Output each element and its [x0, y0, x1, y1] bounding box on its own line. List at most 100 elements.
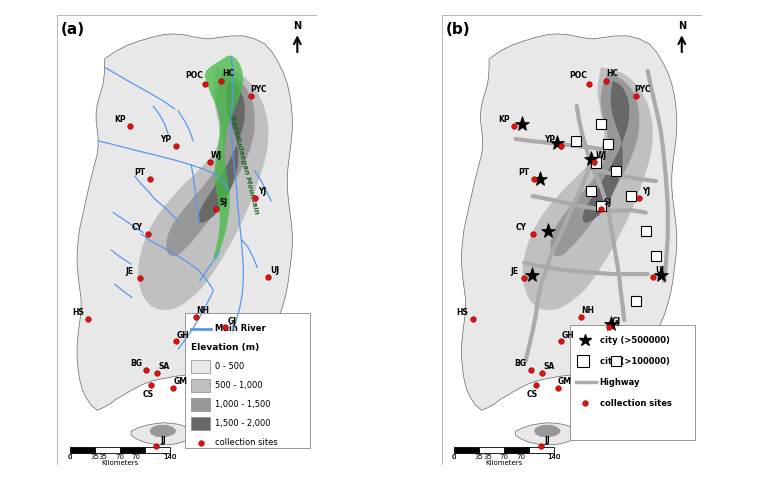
Text: N: N — [293, 21, 301, 31]
Bar — [191, 417, 210, 430]
Text: collection sites: collection sites — [215, 438, 278, 447]
Text: collection sites: collection sites — [600, 399, 672, 408]
Text: 140: 140 — [547, 454, 560, 460]
Text: YJ: YJ — [258, 187, 266, 196]
Text: PYC: PYC — [250, 85, 266, 94]
Text: BG: BG — [515, 359, 527, 368]
Text: city (>500000): city (>500000) — [600, 336, 669, 345]
Text: JE: JE — [510, 267, 518, 276]
Text: 0 - 500: 0 - 500 — [215, 362, 245, 371]
Text: PT: PT — [134, 168, 145, 177]
Bar — [504, 447, 529, 453]
Text: 70: 70 — [499, 454, 509, 460]
Polygon shape — [205, 56, 243, 259]
Bar — [577, 355, 589, 367]
Text: NH: NH — [197, 306, 210, 315]
Bar — [479, 447, 504, 453]
Text: YP: YP — [160, 135, 171, 144]
Bar — [596, 119, 606, 129]
Text: HS: HS — [72, 308, 84, 317]
Text: 500 - 1,000: 500 - 1,000 — [215, 381, 262, 390]
Polygon shape — [166, 74, 255, 256]
Text: HC: HC — [222, 69, 235, 78]
Text: Baekdudaegan Mountain: Baekdudaegan Mountain — [229, 115, 260, 215]
Text: N: N — [678, 21, 686, 31]
Bar — [611, 356, 621, 366]
Text: CS: CS — [143, 390, 154, 399]
Bar — [69, 447, 95, 453]
Bar — [651, 251, 661, 261]
Text: Main River: Main River — [215, 324, 266, 333]
Text: GM: GM — [173, 377, 187, 386]
Bar — [191, 398, 210, 411]
Text: 35: 35 — [90, 454, 99, 460]
Bar — [144, 447, 170, 453]
Polygon shape — [198, 81, 245, 223]
Bar — [626, 191, 635, 201]
Bar — [641, 226, 651, 236]
Text: Elevation (m): Elevation (m) — [191, 343, 259, 352]
Text: GH: GH — [561, 331, 574, 340]
Text: 35: 35 — [483, 454, 492, 460]
Bar — [586, 186, 596, 196]
Text: 1,000 - 1,500: 1,000 - 1,500 — [215, 400, 271, 409]
Bar — [591, 157, 601, 167]
Text: (a): (a) — [61, 22, 85, 37]
Polygon shape — [150, 425, 176, 437]
Text: city (>100000): city (>100000) — [600, 357, 669, 366]
Bar — [95, 447, 120, 453]
Text: WJ: WJ — [211, 151, 222, 160]
Text: PT: PT — [519, 168, 530, 177]
Text: GM: GM — [557, 377, 571, 386]
Text: SJ: SJ — [604, 198, 612, 206]
Text: 0: 0 — [452, 454, 456, 460]
Text: Kilometers: Kilometers — [486, 460, 523, 466]
Polygon shape — [138, 67, 269, 310]
Text: BG: BG — [130, 359, 142, 368]
Bar — [191, 379, 210, 392]
Text: POC: POC — [185, 71, 203, 80]
Bar — [529, 447, 554, 453]
Text: PYC: PYC — [635, 85, 651, 94]
Text: (b): (b) — [445, 22, 470, 37]
Text: GH: GH — [177, 331, 190, 340]
Polygon shape — [516, 423, 577, 445]
Bar — [596, 201, 606, 211]
Polygon shape — [550, 74, 639, 256]
Polygon shape — [462, 34, 677, 410]
Text: 140: 140 — [163, 454, 176, 460]
Text: UJ: UJ — [655, 266, 665, 275]
Bar — [571, 136, 581, 146]
Text: KP: KP — [498, 115, 510, 124]
Text: 140: 140 — [163, 454, 176, 460]
Text: JJ: JJ — [545, 436, 550, 445]
Text: 35: 35 — [475, 454, 483, 460]
Bar — [454, 447, 479, 453]
Text: SA: SA — [543, 362, 554, 371]
Text: SJ: SJ — [219, 198, 228, 206]
Text: 0: 0 — [67, 454, 72, 460]
Text: HC: HC — [607, 69, 619, 78]
Text: Highway: Highway — [600, 378, 640, 387]
Text: YJ: YJ — [642, 187, 650, 196]
Polygon shape — [523, 67, 653, 310]
Text: 70: 70 — [516, 454, 525, 460]
Text: 1,500 - 2,000: 1,500 - 2,000 — [215, 419, 271, 428]
Text: CY: CY — [132, 223, 143, 232]
Text: 35: 35 — [99, 454, 107, 460]
Text: 0: 0 — [67, 454, 72, 460]
Bar — [120, 447, 144, 453]
Text: 70: 70 — [132, 454, 141, 460]
Text: 0: 0 — [452, 454, 456, 460]
Text: NH: NH — [581, 306, 594, 315]
Text: 70: 70 — [115, 454, 124, 460]
Bar — [185, 313, 310, 448]
Bar — [611, 166, 621, 176]
Text: JJ: JJ — [161, 436, 166, 445]
Text: CY: CY — [516, 223, 527, 232]
Polygon shape — [583, 81, 629, 223]
Text: WJ: WJ — [595, 151, 607, 160]
Bar — [603, 139, 613, 149]
Text: KP: KP — [113, 115, 126, 124]
Text: 140: 140 — [547, 454, 560, 460]
